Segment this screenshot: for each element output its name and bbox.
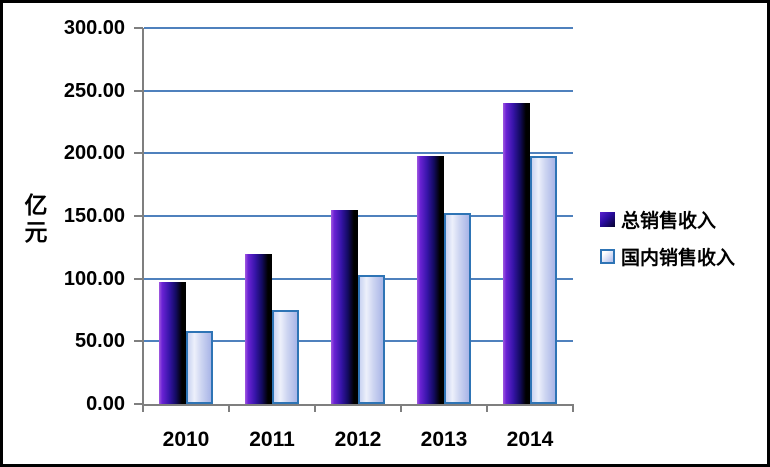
x-tick-label-2010: 2010 xyxy=(162,428,210,451)
legend-swatch-domestic-revenue xyxy=(600,249,615,264)
x-axis-line xyxy=(142,404,573,406)
legend-item-total-revenue: 总销售收入 xyxy=(600,207,735,232)
bar-domestic-2012 xyxy=(358,274,385,404)
y-tick-mark-250 xyxy=(134,89,143,92)
bar-domestic-2010 xyxy=(186,331,213,404)
gridline-250 xyxy=(144,89,573,92)
y-tick-mark-200 xyxy=(134,152,143,155)
y-tick-label-100: 100.00 xyxy=(63,267,125,290)
x-tick-label-2013: 2013 xyxy=(420,428,468,451)
gridline-200 xyxy=(144,152,573,155)
bar-total-2012 xyxy=(331,209,358,404)
gridline-150 xyxy=(144,215,573,217)
y-tick-mark-50 xyxy=(134,340,143,343)
y-tick-mark-150 xyxy=(134,215,143,217)
bar-domestic-2011 xyxy=(272,310,299,404)
x-tick-mark-3 xyxy=(400,404,402,412)
legend-item-domestic-revenue: 国内销售收入 xyxy=(600,244,735,269)
bar-total-2010 xyxy=(159,282,186,404)
x-tick-mark-2 xyxy=(314,404,316,412)
gridline-300 xyxy=(144,27,573,29)
bar-domestic-2014 xyxy=(530,155,557,404)
y-axis-title: 亿元 xyxy=(21,193,47,247)
legend-label-total-revenue: 总销售收入 xyxy=(621,211,717,232)
bar-total-2011 xyxy=(245,253,272,404)
x-tick-label-2011: 2011 xyxy=(249,428,295,451)
legend: 总销售收入 国内销售收入 xyxy=(600,207,735,281)
y-tick-label-150: 150.00 xyxy=(63,205,125,227)
plot-area: 0.00 50.00 100.00 150.00 200.00 250.00 300.00 2… xyxy=(3,3,767,464)
y-tick-label-200: 200.00 xyxy=(63,142,125,165)
x-tick-mark-4 xyxy=(486,404,488,412)
y-tick-label-250: 250.00 xyxy=(63,79,125,102)
bar-domestic-2013 xyxy=(444,213,471,404)
y-axis-line xyxy=(142,28,144,412)
bar-total-2014 xyxy=(503,103,530,404)
legend-label-domestic-revenue: 国内销售收入 xyxy=(621,248,736,269)
y-tick-label-0: 0.00 xyxy=(86,393,125,415)
x-tick-label-2012: 2012 xyxy=(334,428,382,451)
bar-total-2013 xyxy=(417,155,444,404)
y-tick-label-50: 50.00 xyxy=(74,330,125,353)
y-tick-label-300: 300.00 xyxy=(63,17,125,39)
x-tick-label-2014: 2014 xyxy=(506,428,554,451)
legend-swatch-total-revenue xyxy=(600,212,615,227)
x-tick-mark-1 xyxy=(228,404,230,412)
y-tick-mark-100 xyxy=(134,277,143,280)
x-tick-mark-5 xyxy=(572,404,574,412)
y-tick-mark-300 xyxy=(134,27,143,29)
y-tick-mark-0 xyxy=(134,403,143,405)
